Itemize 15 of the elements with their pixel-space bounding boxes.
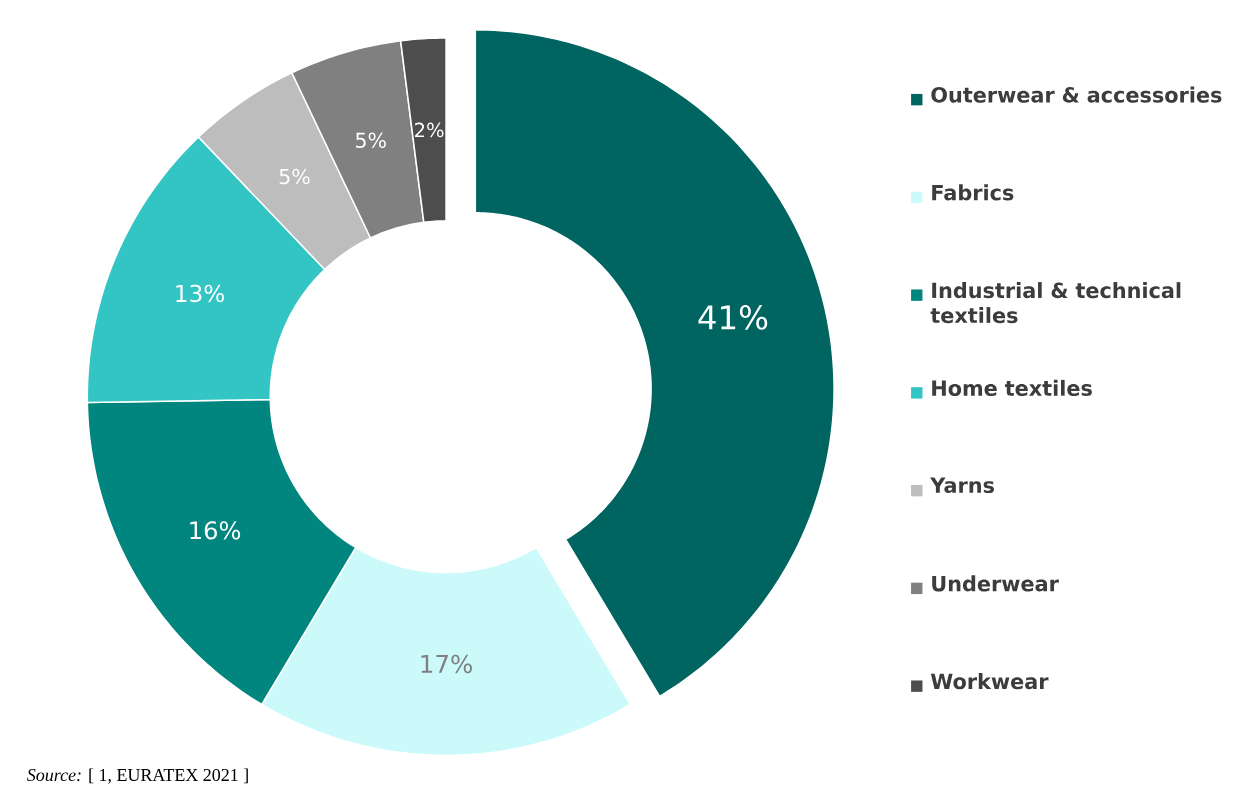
data-label: 41% xyxy=(698,305,768,330)
legend-label: Underwear xyxy=(932,575,1059,592)
data-label: 5% xyxy=(279,168,310,185)
legend-label: Outerwear & accessories xyxy=(931,86,1222,103)
data-label: 2% xyxy=(415,122,444,138)
legend-label: Fabrics xyxy=(932,184,1014,201)
data-label: 17% xyxy=(421,654,472,674)
data-label: 13% xyxy=(176,284,225,303)
legend-label: Home textiles xyxy=(932,380,1092,397)
text: Source: [ 1, EURATEX 2021 ] xyxy=(27,768,248,784)
legend-label: Workwear xyxy=(930,673,1049,690)
legend-label: Yarns xyxy=(930,477,994,494)
data-label: 5% xyxy=(356,132,386,149)
legend-label: Industrial & technical textiles xyxy=(930,282,1181,324)
data-label: 16% xyxy=(190,521,241,540)
